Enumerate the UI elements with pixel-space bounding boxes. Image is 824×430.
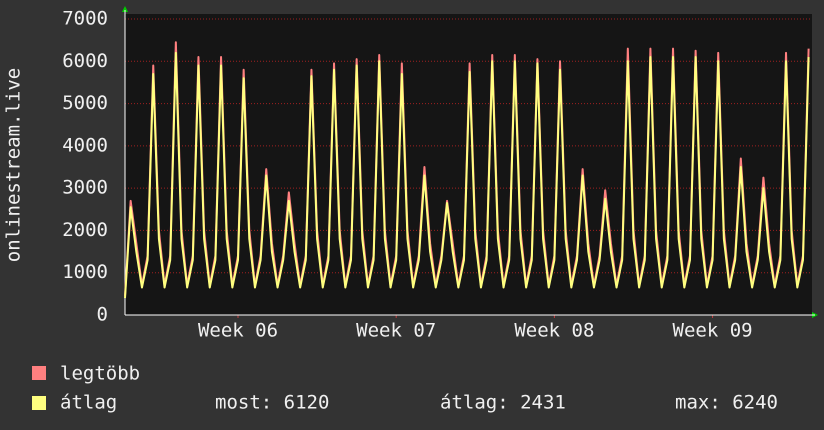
legend-label: átlag bbox=[60, 392, 117, 414]
y-tick-label: 6000 bbox=[62, 50, 108, 72]
stat-text: átlag: 2431 bbox=[440, 392, 566, 414]
y-tick-label: 4000 bbox=[62, 134, 108, 156]
legend-swatch bbox=[32, 366, 46, 380]
series-line bbox=[124, 51, 810, 299]
y-tick-label: 2000 bbox=[62, 219, 108, 241]
y-tick-label: 0 bbox=[97, 304, 108, 326]
stat-text: max: 6240 bbox=[675, 392, 778, 414]
axis-arrow bbox=[122, 6, 128, 12]
x-tick-label: Week 09 bbox=[673, 320, 753, 342]
stat-text: most: 6120 bbox=[215, 392, 329, 414]
legend-label: legtöbb bbox=[60, 363, 140, 385]
y-axis-label: onlinestream.live bbox=[3, 68, 25, 262]
y-tick-label: 1000 bbox=[62, 261, 108, 283]
x-tick-label: Week 06 bbox=[198, 320, 278, 342]
x-tick-label: Week 07 bbox=[356, 320, 436, 342]
y-tick-label: 7000 bbox=[62, 8, 108, 30]
y-tick-label: 5000 bbox=[62, 92, 108, 114]
plot-area bbox=[125, 14, 812, 315]
x-tick-label: Week 08 bbox=[514, 320, 594, 342]
legend-swatch bbox=[32, 396, 46, 410]
y-tick-label: 3000 bbox=[62, 177, 108, 199]
